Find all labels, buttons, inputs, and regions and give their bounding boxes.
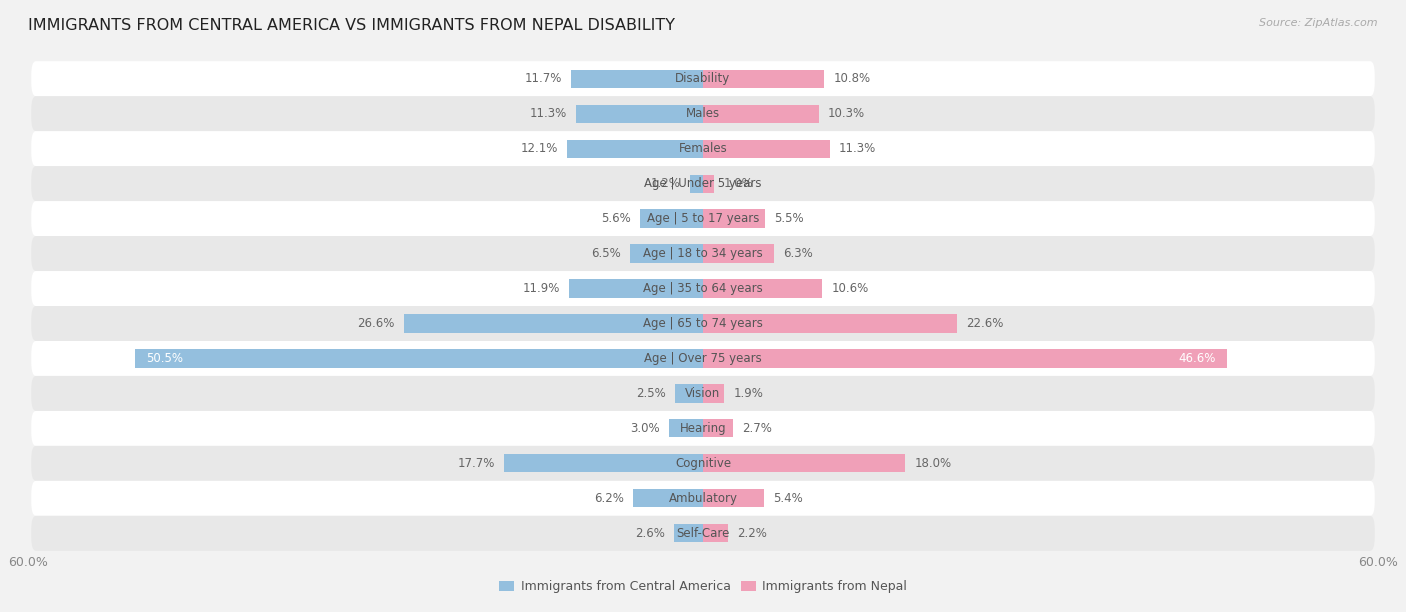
Bar — [703, 349, 1227, 368]
Text: 11.3%: 11.3% — [530, 107, 567, 120]
Text: Age | 35 to 64 years: Age | 35 to 64 years — [643, 282, 763, 295]
Text: 3.0%: 3.0% — [631, 422, 661, 435]
Bar — [703, 174, 714, 193]
Bar — [703, 140, 830, 158]
Bar — [703, 209, 765, 228]
Bar — [640, 209, 703, 228]
Bar — [703, 489, 763, 507]
Bar — [703, 454, 905, 472]
FancyBboxPatch shape — [31, 96, 1375, 131]
Text: 12.1%: 12.1% — [520, 142, 558, 155]
Text: Ambulatory: Ambulatory — [668, 492, 738, 505]
Text: Disability: Disability — [675, 72, 731, 85]
FancyBboxPatch shape — [31, 236, 1375, 271]
Bar — [503, 454, 703, 472]
Bar — [673, 524, 703, 542]
FancyBboxPatch shape — [31, 166, 1375, 201]
Text: Age | 18 to 34 years: Age | 18 to 34 years — [643, 247, 763, 260]
Bar — [675, 384, 703, 403]
FancyBboxPatch shape — [31, 131, 1375, 166]
Text: Females: Females — [679, 142, 727, 155]
Text: 10.3%: 10.3% — [828, 107, 865, 120]
Bar — [630, 244, 703, 263]
FancyBboxPatch shape — [31, 341, 1375, 376]
Text: 11.9%: 11.9% — [523, 282, 560, 295]
Text: Hearing: Hearing — [679, 422, 727, 435]
Text: 5.6%: 5.6% — [602, 212, 631, 225]
Text: 26.6%: 26.6% — [357, 317, 395, 330]
Bar — [571, 70, 703, 88]
Text: 50.5%: 50.5% — [146, 352, 183, 365]
Text: Males: Males — [686, 107, 720, 120]
Bar — [703, 315, 957, 332]
Text: Age | 5 to 17 years: Age | 5 to 17 years — [647, 212, 759, 225]
Bar — [689, 174, 703, 193]
Text: 1.0%: 1.0% — [723, 177, 754, 190]
Text: 6.3%: 6.3% — [783, 247, 813, 260]
Text: 46.6%: 46.6% — [1178, 352, 1216, 365]
Text: 6.5%: 6.5% — [591, 247, 621, 260]
FancyBboxPatch shape — [31, 201, 1375, 236]
Bar — [703, 244, 773, 263]
Text: 22.6%: 22.6% — [966, 317, 1004, 330]
Legend: Immigrants from Central America, Immigrants from Nepal: Immigrants from Central America, Immigra… — [495, 575, 911, 599]
Bar — [633, 489, 703, 507]
FancyBboxPatch shape — [31, 61, 1375, 96]
Text: Age | Over 75 years: Age | Over 75 years — [644, 352, 762, 365]
Text: 10.6%: 10.6% — [831, 282, 869, 295]
Text: 2.2%: 2.2% — [737, 527, 766, 540]
FancyBboxPatch shape — [31, 446, 1375, 481]
Text: 11.3%: 11.3% — [839, 142, 876, 155]
Bar — [567, 140, 703, 158]
FancyBboxPatch shape — [31, 481, 1375, 516]
Bar — [669, 419, 703, 438]
FancyBboxPatch shape — [31, 516, 1375, 551]
FancyBboxPatch shape — [31, 271, 1375, 306]
Text: 1.9%: 1.9% — [734, 387, 763, 400]
Text: Self-Care: Self-Care — [676, 527, 730, 540]
Bar — [703, 105, 818, 123]
FancyBboxPatch shape — [31, 411, 1375, 446]
Text: 6.2%: 6.2% — [595, 492, 624, 505]
Bar — [703, 280, 823, 297]
Bar — [703, 384, 724, 403]
Text: Age | 65 to 74 years: Age | 65 to 74 years — [643, 317, 763, 330]
FancyBboxPatch shape — [31, 306, 1375, 341]
Text: 2.5%: 2.5% — [636, 387, 666, 400]
Text: IMMIGRANTS FROM CENTRAL AMERICA VS IMMIGRANTS FROM NEPAL DISABILITY: IMMIGRANTS FROM CENTRAL AMERICA VS IMMIG… — [28, 18, 675, 34]
Text: 18.0%: 18.0% — [914, 457, 952, 470]
Text: 2.7%: 2.7% — [742, 422, 772, 435]
Text: 5.4%: 5.4% — [773, 492, 803, 505]
Text: 1.2%: 1.2% — [651, 177, 681, 190]
Bar — [404, 315, 703, 332]
Text: 5.5%: 5.5% — [773, 212, 803, 225]
Text: Source: ZipAtlas.com: Source: ZipAtlas.com — [1260, 18, 1378, 28]
Bar — [703, 524, 728, 542]
Text: 11.7%: 11.7% — [524, 72, 562, 85]
Bar — [569, 280, 703, 297]
Text: 10.8%: 10.8% — [834, 72, 870, 85]
FancyBboxPatch shape — [31, 376, 1375, 411]
Text: Vision: Vision — [685, 387, 721, 400]
Bar — [703, 419, 734, 438]
Text: 2.6%: 2.6% — [636, 527, 665, 540]
Bar — [135, 349, 703, 368]
Text: 17.7%: 17.7% — [457, 457, 495, 470]
Text: Age | Under 5 years: Age | Under 5 years — [644, 177, 762, 190]
Text: Cognitive: Cognitive — [675, 457, 731, 470]
Bar — [576, 105, 703, 123]
Bar — [703, 70, 824, 88]
